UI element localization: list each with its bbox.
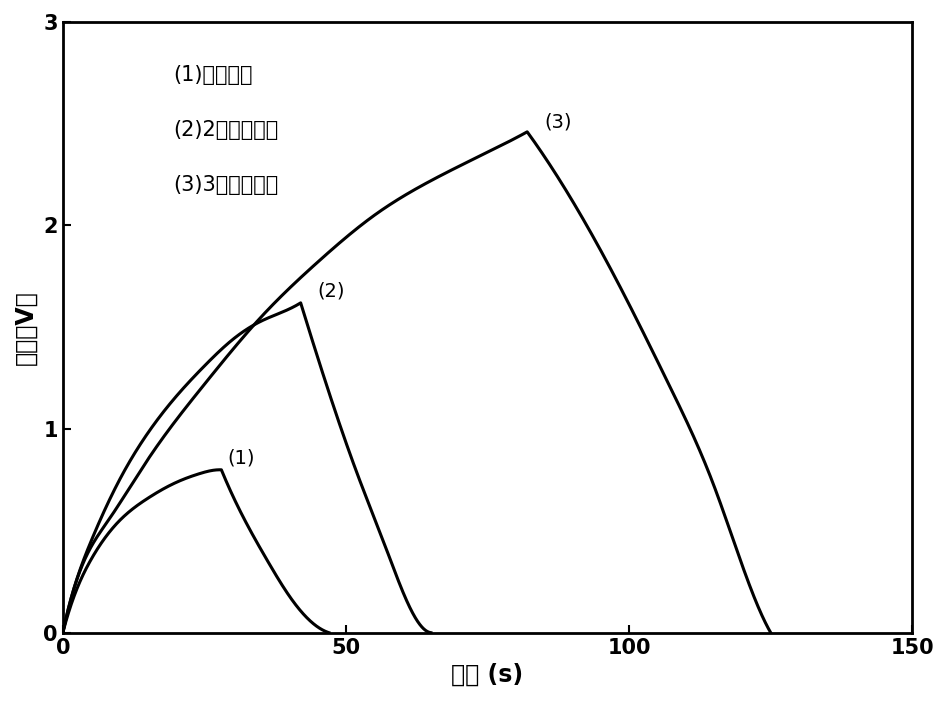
X-axis label: 时间 (s): 时间 (s) bbox=[451, 663, 523, 687]
Text: (1): (1) bbox=[227, 449, 255, 468]
Text: (3)3个器件串联: (3)3个器件串联 bbox=[173, 175, 279, 195]
Y-axis label: 电压（V）: 电压（V） bbox=[14, 290, 38, 365]
Text: (1)单个器件: (1)单个器件 bbox=[173, 64, 253, 85]
Text: (2)2个器件串联: (2)2个器件串联 bbox=[173, 120, 279, 139]
Text: (3): (3) bbox=[544, 113, 572, 132]
Text: (2): (2) bbox=[318, 282, 345, 301]
